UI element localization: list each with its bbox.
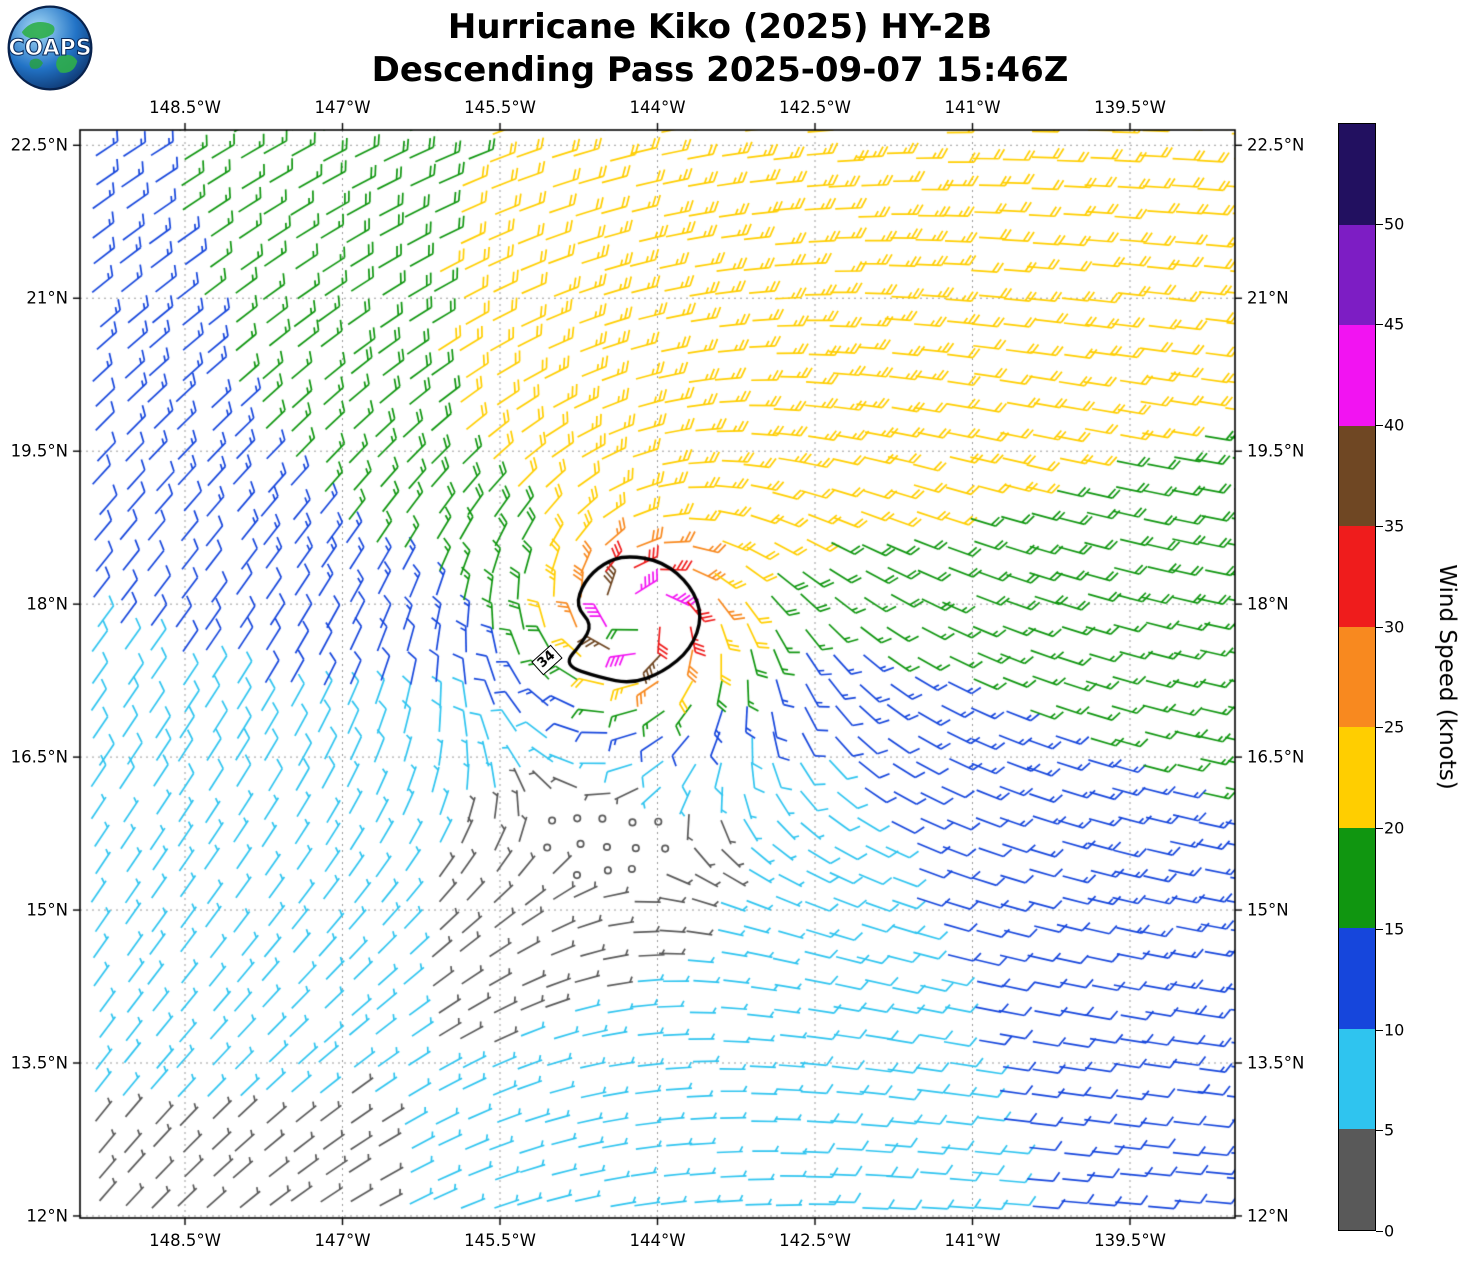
lat-tick-label-right: 19.5°N xyxy=(1247,441,1305,461)
colorbar-tickmark xyxy=(1376,727,1383,729)
lat-tick-label-left: 16.5°N xyxy=(10,747,68,767)
colorbar-tick-label: 45 xyxy=(1384,314,1405,334)
colorbar-tickmark xyxy=(1376,1231,1383,1232)
colorbar-segment-20-25 xyxy=(1339,727,1375,828)
colorbar-tickmark xyxy=(1376,828,1383,830)
plot-title-line2: Descending Pass 2025-09-07 15:46Z xyxy=(371,50,1069,90)
colorbar-segment-35-40 xyxy=(1339,425,1375,527)
lat-tick-label-right: 15°N xyxy=(1247,900,1289,920)
lat-tick-label-left: 22.5°N xyxy=(10,135,68,155)
colorbar-tickmark xyxy=(1376,425,1383,427)
lon-tick-label-top: 144°W xyxy=(629,98,686,117)
lat-tick-label-right: 21°N xyxy=(1247,288,1289,308)
lon-tick-label-bottom: 142.5°W xyxy=(779,1231,851,1250)
colorbar-tick-label: 20 xyxy=(1384,818,1405,838)
lon-tick-label-top: 141°W xyxy=(944,98,1001,117)
lat-tick-label-right: 12°N xyxy=(1247,1206,1289,1226)
lon-tick-label-top: 142.5°W xyxy=(779,98,851,117)
colorbar-tickmark xyxy=(1376,626,1383,628)
lat-tick-label-left: 21°N xyxy=(26,288,68,308)
colorbar-segment-15-20 xyxy=(1339,827,1375,929)
colorbar-segment-5-10 xyxy=(1339,1028,1375,1130)
lat-tick-label-left: 13.5°N xyxy=(10,1053,68,1073)
colorbar-tickmark xyxy=(1376,1130,1383,1132)
lat-tick-label-right: 22.5°N xyxy=(1247,135,1305,155)
coaps-logo: COAPS xyxy=(6,4,94,92)
globe-icon: COAPS xyxy=(7,5,93,91)
colorbar-tickmark xyxy=(1376,1029,1383,1031)
colorbar-tickmark xyxy=(1376,525,1383,527)
lon-tick-label-top: 145.5°W xyxy=(464,98,536,117)
colorbar-tick-label: 40 xyxy=(1384,415,1405,435)
lat-tick-label-left: 12°N xyxy=(26,1206,68,1226)
plot-title: Hurricane Kiko (2025) HY-2B Descending P… xyxy=(0,6,1440,92)
lat-tick-label-right: 18°N xyxy=(1247,594,1289,614)
colorbar-segment-40-45 xyxy=(1339,325,1375,426)
colorbar-tick-label: 10 xyxy=(1384,1020,1405,1040)
lon-tick-label-bottom: 147°W xyxy=(314,1231,371,1250)
lon-tick-label-bottom: 144°W xyxy=(629,1231,686,1250)
colorbar-tickmark xyxy=(1376,223,1383,225)
colorbar-tickmark xyxy=(1376,324,1383,326)
lon-tick-label-bottom: 145.5°W xyxy=(464,1231,536,1250)
lat-tick-label-right: 13.5°N xyxy=(1247,1053,1305,1073)
lat-tick-label-left: 19.5°N xyxy=(10,441,68,461)
colorbar-tick-label: 15 xyxy=(1384,919,1405,939)
lon-tick-label-bottom: 141°W xyxy=(944,1231,1001,1250)
colorbar-tick-label: 0 xyxy=(1384,1221,1395,1241)
colorbar-tick-label: 5 xyxy=(1384,1120,1395,1140)
colorbar-segment-25-30 xyxy=(1339,626,1375,728)
colorbar-segment-50-55 xyxy=(1339,124,1375,225)
colorbar-tick-label: 25 xyxy=(1384,717,1405,737)
lat-tick-label-left: 15°N xyxy=(26,900,68,920)
colorbar xyxy=(1338,123,1376,1231)
lat-tick-label-right: 16.5°N xyxy=(1247,747,1305,767)
colorbar-tick-label: 50 xyxy=(1384,214,1405,234)
colorbar-label: Wind Speed (knots) xyxy=(1434,564,1460,790)
lon-tick-label-top: 147°W xyxy=(314,98,371,117)
coaps-logo-text: COAPS xyxy=(8,36,91,61)
colorbar-tick-label: 35 xyxy=(1384,516,1405,536)
lon-tick-label-bottom: 139.5°W xyxy=(1094,1231,1166,1250)
lat-tick-label-left: 18°N xyxy=(26,594,68,614)
colorbar-tickmark xyxy=(1376,928,1383,930)
lon-tick-label-bottom: 148.5°W xyxy=(149,1231,221,1250)
colorbar-segment-30-35 xyxy=(1339,526,1375,627)
colorbar-tick-label: 30 xyxy=(1384,617,1405,637)
lon-tick-label-top: 148.5°W xyxy=(149,98,221,117)
colorbar-segment-45-50 xyxy=(1339,224,1375,326)
colorbar-segment-0-5 xyxy=(1339,1129,1375,1231)
colorbar-segment-10-15 xyxy=(1339,928,1375,1029)
lon-tick-label-top: 139.5°W xyxy=(1094,98,1166,117)
plot-title-line1: Hurricane Kiko (2025) HY-2B xyxy=(447,7,993,47)
